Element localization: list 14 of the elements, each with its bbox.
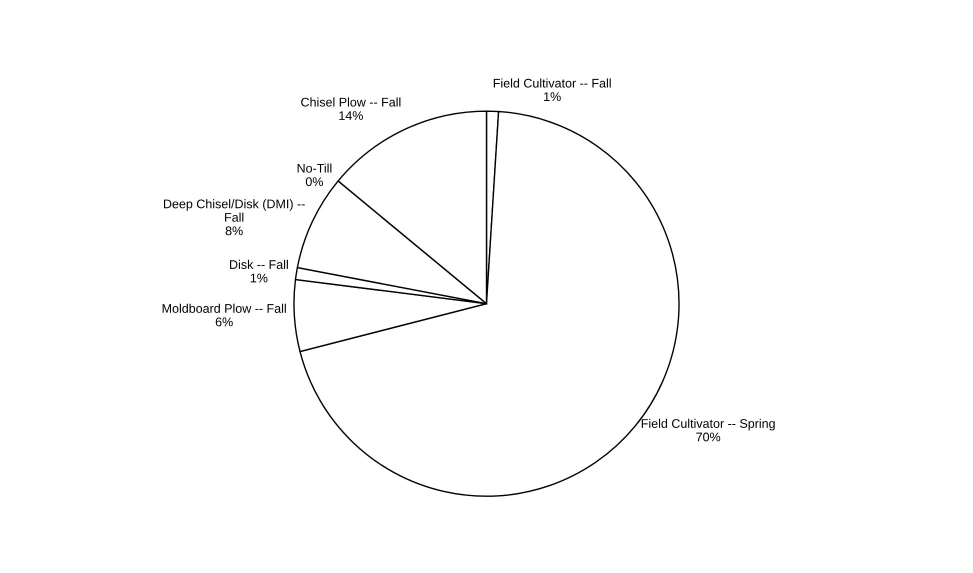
data-label: 1% [544,92,561,102]
slice-label: Field Cultivator -- Spring [642,418,775,430]
category-label: No-Till [298,164,332,173]
data-label: 6% [216,318,233,326]
text: 0% [306,177,323,186]
slice-label: Chisel Plow -- Fall [301,97,400,107]
slice-label: Disk -- Fall [230,260,288,269]
data-label: 14% [339,111,363,120]
data-label: 70% [696,432,720,442]
data-label: 1% [250,274,268,282]
slice-label: Deep Chisel/Disk (DMI) -- Fall [164,199,305,222]
data-label: 8% [226,226,243,236]
slice-label: Field Cultivator -- Fall [494,78,611,88]
slice-label: Moldboard Plow -- Fall [162,304,286,313]
